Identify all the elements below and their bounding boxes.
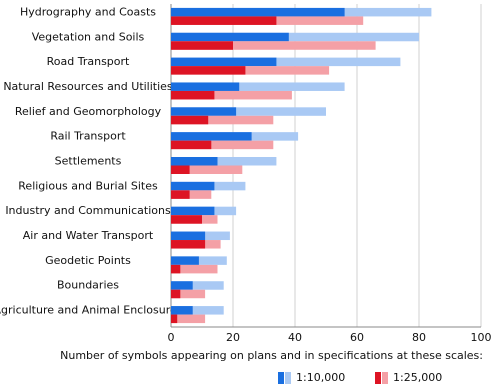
bar-light: [171, 57, 401, 67]
x-tick-label: 60: [350, 331, 364, 344]
bar: [171, 231, 206, 241]
bar: [171, 32, 289, 42]
x-tick-label: 100: [471, 331, 492, 344]
bar: [171, 7, 345, 17]
y-tick-label: Air and Water Transport: [23, 229, 154, 242]
bar-light: [171, 90, 292, 100]
bar: [171, 41, 233, 50]
x-tick-label: 0: [168, 331, 175, 344]
bar: [171, 107, 237, 116]
bar: [171, 90, 215, 100]
y-tick-label: Relief and Geomorphology: [15, 105, 162, 118]
bar: [171, 140, 212, 150]
bar: [171, 240, 206, 249]
y-tick-label: Settlements: [55, 155, 122, 168]
legend-swatch: [278, 372, 284, 384]
bar-light: [171, 264, 218, 274]
bar: [171, 289, 181, 299]
y-tick-label: Religious and Burial Sites: [18, 179, 158, 192]
legend-label: 1:25,000: [393, 371, 442, 384]
bar-light: [171, 66, 330, 75]
bar-light: [171, 41, 376, 50]
y-tick-label: Rail Transport: [50, 130, 126, 143]
bar-light: [171, 190, 212, 199]
legend-swatch: [285, 372, 291, 384]
legend-label: 1:10,000: [296, 371, 345, 384]
legend-swatch: [375, 372, 381, 384]
x-axis-title: Number of symbols appearing on plans and…: [60, 349, 483, 362]
bar-light: [171, 140, 274, 150]
bar-light: [171, 82, 345, 91]
bar-light: [171, 165, 243, 174]
bar: [171, 215, 202, 224]
bar: [171, 132, 252, 141]
y-tick-label: Road Transport: [47, 55, 130, 68]
bar-light: [171, 314, 206, 324]
bar-light: [171, 157, 277, 166]
y-tick-label: Natural Resources and Utilities: [3, 80, 173, 93]
bar: [171, 66, 246, 75]
y-tick-label: Boundaries: [57, 279, 119, 292]
bar: [171, 16, 277, 25]
bar: [171, 281, 193, 290]
bar: [171, 57, 277, 67]
bar: [171, 165, 190, 174]
bar: [171, 306, 193, 315]
bar: [171, 115, 209, 125]
bar-light: [171, 107, 326, 116]
y-tick-label: Industry and Communications: [5, 204, 171, 217]
bar: [171, 82, 240, 91]
x-tick-label: 40: [288, 331, 302, 344]
y-tick-label: Hydrography and Coasts: [20, 5, 156, 18]
bar-light: [171, 32, 419, 42]
legend-swatch: [382, 372, 388, 384]
bar: [171, 314, 178, 324]
bar-light: [171, 289, 206, 299]
bar-light: [171, 306, 224, 315]
bar: [171, 157, 218, 166]
bar: [171, 264, 181, 274]
bar-light: [171, 115, 274, 125]
x-tick-label: 80: [412, 331, 426, 344]
bar: [171, 256, 199, 265]
x-tick-label: 20: [226, 331, 240, 344]
y-tick-label: Agriculture and Animal Enclosures: [0, 304, 183, 317]
bar: [171, 181, 215, 191]
y-tick-label: Vegetation and Soils: [32, 30, 145, 43]
bar: [171, 190, 190, 199]
bar: [171, 206, 215, 216]
bar-light: [171, 281, 224, 290]
y-tick-label: Geodetic Points: [45, 254, 131, 267]
